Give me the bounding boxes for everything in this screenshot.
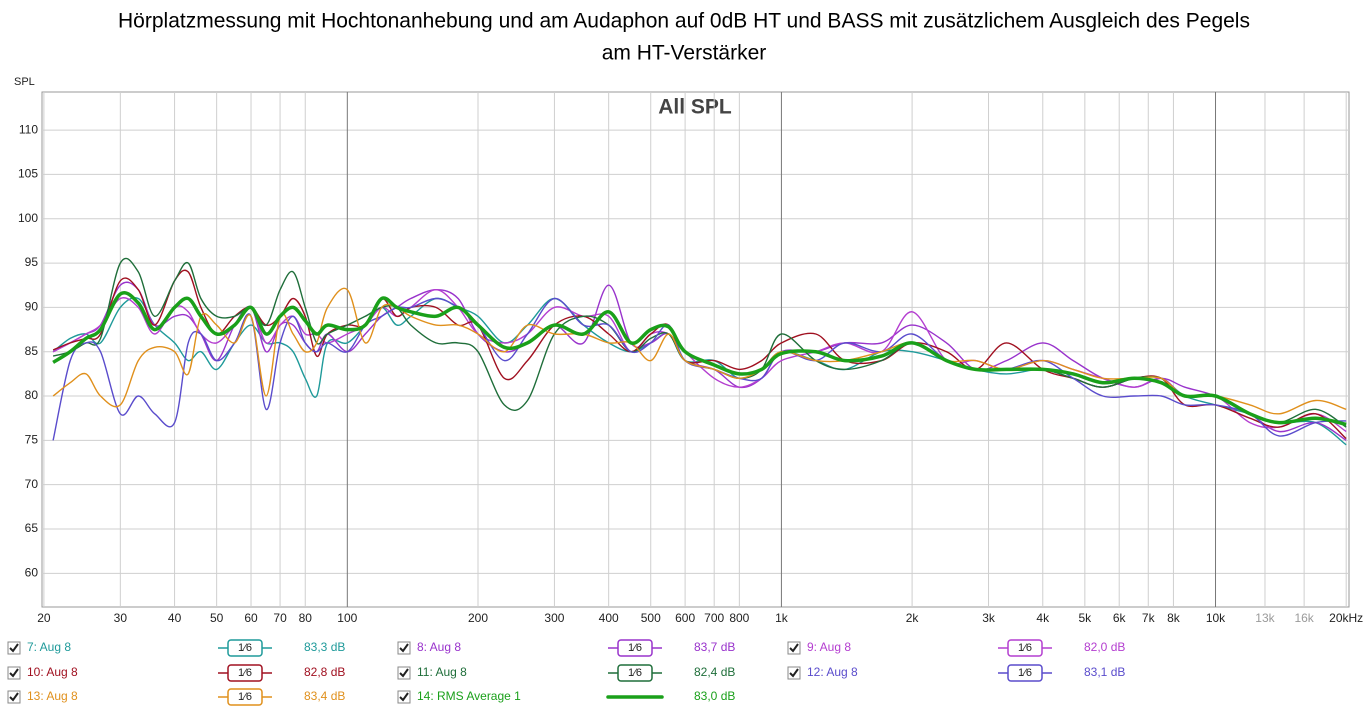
legend-level: 83,1 dB bbox=[1084, 665, 1125, 679]
legend-level: 83,3 dB bbox=[304, 640, 345, 654]
x-tick-label: 70 bbox=[273, 611, 287, 625]
smoothing-label: 1⁄6 bbox=[1018, 667, 1032, 679]
legend-level: 83,0 dB bbox=[694, 689, 735, 703]
series-line bbox=[52, 257, 1347, 428]
smoothing-button[interactable] bbox=[227, 688, 263, 706]
checkmark bbox=[399, 668, 409, 678]
smoothing-label: 1⁄6 bbox=[238, 642, 252, 654]
series-line bbox=[52, 297, 1347, 441]
smoothing-button[interactable] bbox=[227, 639, 263, 657]
legend-level: 83,4 dB bbox=[304, 689, 345, 703]
x-tick-label: 80 bbox=[299, 611, 313, 625]
x-tick-label: 30 bbox=[114, 611, 128, 625]
legend-level: 82,0 dB bbox=[1084, 640, 1125, 654]
x-tick-label: 3k bbox=[982, 611, 996, 625]
checkmark bbox=[9, 692, 19, 702]
chart-title: am HT-Verstärker bbox=[602, 42, 767, 65]
plot-area bbox=[41, 91, 1350, 608]
legend-label: 14: RMS Average 1 bbox=[417, 689, 521, 703]
smoothing-label: 1⁄6 bbox=[238, 691, 252, 703]
x-tick-label: 7k bbox=[1142, 611, 1156, 625]
smoothing-button[interactable] bbox=[1007, 664, 1043, 682]
checkmark bbox=[9, 643, 19, 653]
checkmark bbox=[399, 692, 409, 702]
x-tick-label: 6k bbox=[1113, 611, 1127, 625]
x-tick-label: 5k bbox=[1078, 611, 1092, 625]
legend-label: 13: Aug 8 bbox=[27, 689, 78, 703]
x-tick-label: 600 bbox=[675, 611, 695, 625]
legend-label: 10: Aug 8 bbox=[27, 665, 78, 679]
smoothing-label: 1⁄6 bbox=[1018, 642, 1032, 654]
smoothing-label: 1⁄6 bbox=[628, 642, 642, 654]
plot-subtitle: All SPL bbox=[658, 96, 732, 119]
x-tick-label: 300 bbox=[544, 611, 564, 625]
smoothing-button[interactable] bbox=[617, 664, 653, 682]
legend-label: 11: Aug 8 bbox=[417, 665, 467, 679]
checkmark bbox=[789, 643, 799, 653]
x-tick-label: 200 bbox=[468, 611, 488, 625]
smoothing-label: 1⁄6 bbox=[628, 667, 642, 679]
x-tick-label: 40 bbox=[168, 611, 182, 625]
checkmark bbox=[399, 643, 409, 653]
x-tick-label: 500 bbox=[641, 611, 661, 625]
legend-label: 7: Aug 8 bbox=[27, 640, 71, 654]
smoothing-label: 1⁄6 bbox=[238, 667, 252, 679]
x-tick-label: 16k bbox=[1294, 611, 1314, 625]
x-tick-label: 2k bbox=[906, 611, 920, 625]
y-tick-label: 75 bbox=[25, 433, 39, 447]
y-tick-label: 80 bbox=[25, 388, 39, 402]
x-tick-label: 50 bbox=[210, 611, 224, 625]
legend-label: 12: Aug 8 bbox=[807, 665, 858, 679]
x-tick-label: 13k bbox=[1255, 611, 1275, 625]
y-axis-label: SPL bbox=[14, 76, 35, 88]
x-tick-label: 4k bbox=[1036, 611, 1050, 625]
series-line bbox=[52, 291, 1347, 427]
chart-title: Hörplatzmessung mit Hochtonanhebung und … bbox=[118, 10, 1250, 33]
y-tick-label: 70 bbox=[25, 477, 39, 491]
x-tick-label: 20 bbox=[37, 611, 51, 625]
x-tick-label: 700 bbox=[704, 611, 724, 625]
x-tick-label: 400 bbox=[599, 611, 619, 625]
y-tick-label: 65 bbox=[25, 521, 39, 535]
y-tick-label: 60 bbox=[25, 565, 39, 579]
checkmark bbox=[789, 668, 799, 678]
y-tick-label: 105 bbox=[18, 167, 38, 181]
y-tick-label: 90 bbox=[25, 300, 39, 314]
checkmark bbox=[9, 668, 19, 678]
x-tick-label: 8k bbox=[1167, 611, 1181, 625]
smoothing-button[interactable] bbox=[1007, 639, 1043, 657]
x-tick-label: 60 bbox=[244, 611, 258, 625]
y-tick-label: 85 bbox=[25, 344, 39, 358]
x-tick-label: 800 bbox=[729, 611, 749, 625]
y-tick-label: 100 bbox=[18, 211, 38, 225]
y-tick-label: 95 bbox=[25, 255, 39, 269]
legend-label: 8: Aug 8 bbox=[417, 640, 461, 654]
legend-level: 82,8 dB bbox=[304, 665, 345, 679]
legend-level: 82,4 dB bbox=[694, 665, 735, 679]
series-line bbox=[52, 287, 1347, 415]
smoothing-button[interactable] bbox=[227, 664, 263, 682]
smoothing-button[interactable] bbox=[617, 639, 653, 657]
x-tick-label: 100 bbox=[337, 611, 357, 625]
x-tick-label: 10k bbox=[1206, 611, 1226, 625]
legend-level: 83,7 dB bbox=[694, 640, 735, 654]
y-tick-label: 110 bbox=[19, 122, 38, 136]
legend-label: 9: Aug 8 bbox=[807, 640, 851, 654]
x-tick-label: 1k bbox=[775, 611, 789, 625]
x-tick-label: 20kHz bbox=[1329, 611, 1363, 625]
